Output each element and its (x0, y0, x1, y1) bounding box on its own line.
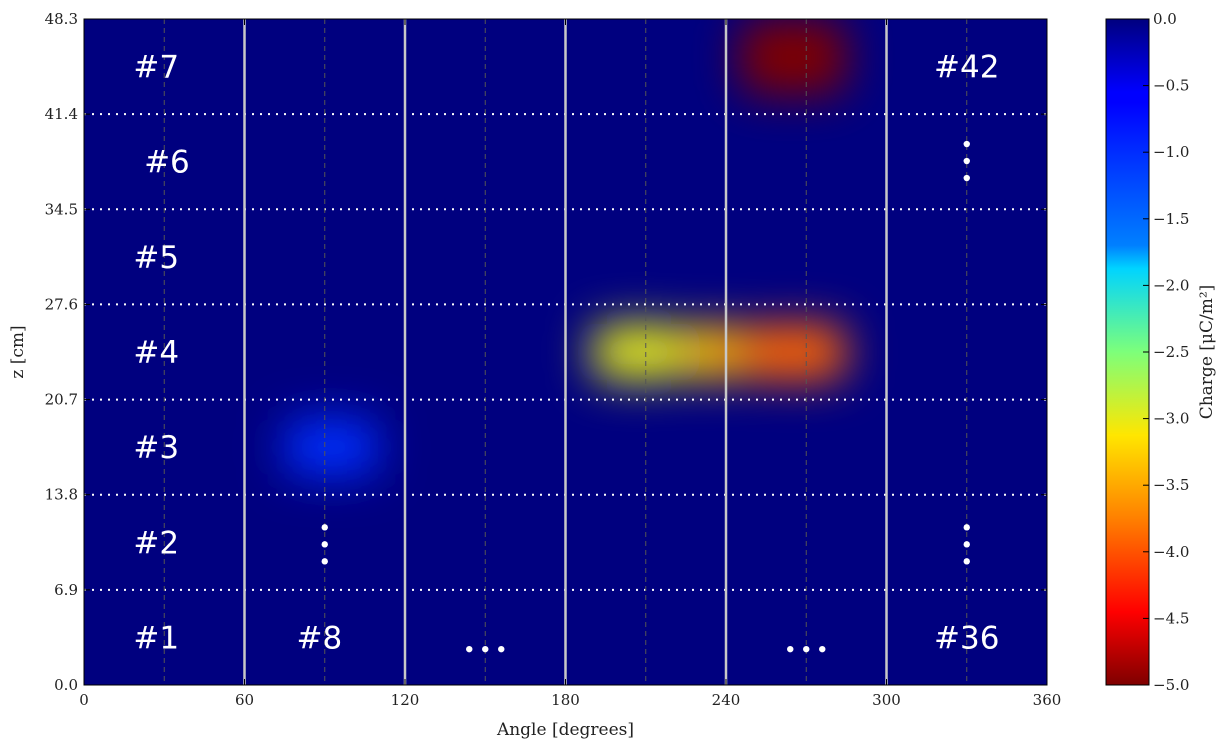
ellipsis-dot (963, 524, 970, 531)
cell-label: #2 (133, 525, 179, 561)
colorbar-tick-label: −2.5 (1153, 343, 1189, 361)
cell-label: #8 (297, 620, 343, 656)
colorbar-tick-label: −3.5 (1153, 476, 1189, 494)
ellipsis-dot (963, 541, 970, 548)
x-tick-label: 180 (551, 691, 580, 709)
ellipsis-marker (963, 524, 970, 565)
ellipsis-dot (466, 645, 473, 653)
sector-boundaries (243, 19, 888, 685)
colorbar-tick-label: −2.0 (1153, 276, 1189, 294)
ellipsis-marker (787, 645, 826, 653)
x-tick-label: 300 (872, 691, 901, 709)
x-tick-label: 0 (79, 691, 89, 709)
heat-region (739, 323, 847, 381)
y-tick-label: 48.3 (45, 10, 78, 28)
x-axis: 0 60 120 180 240 300 360 (79, 19, 1061, 709)
x-tick-label: 120 (391, 691, 420, 709)
ellipsis-dot (321, 541, 328, 548)
cell-label: #7 (133, 50, 179, 86)
y-tick-label: 27.6 (45, 295, 78, 313)
x-tick-label: 360 (1033, 691, 1062, 709)
colorbar-tick-label: −3.0 (1153, 410, 1189, 428)
x-tick-label: 60 (235, 691, 254, 709)
cell-label: #4 (133, 335, 179, 371)
ellipsis-dot (963, 558, 970, 565)
cell-label: #42 (934, 50, 999, 86)
y-axis-title: z [cm] (8, 325, 28, 378)
ellipsis-dot (482, 645, 489, 653)
y-tick-label: 13.8 (45, 486, 78, 504)
ellipsis-dot (787, 645, 794, 653)
heat-region (739, 19, 847, 95)
ellipsis-dot (963, 140, 970, 148)
colorbar-title: Charge [μC/m²] (1197, 285, 1217, 420)
cell-labels: #1 #2 #3 #4 #5 #6 #7 #8 #36 #42 (133, 50, 999, 657)
colorbar-tick-label: −4.0 (1153, 543, 1189, 561)
ellipsis-dot (321, 558, 328, 565)
ellipsis-marker (963, 140, 970, 182)
colorbar-ticks: 0.0 −0.5 −1.0 −1.5 −2.0 −2.5 −3.0 −3.5 −4.0 −4.5 −… (1143, 10, 1189, 694)
x-tick-label: 240 (712, 691, 741, 709)
colorbar-tick-label: −1.0 (1153, 143, 1189, 161)
cell-label: #5 (133, 240, 179, 276)
ellipsis-markers (321, 140, 970, 653)
y-tick-label: 41.4 (45, 105, 78, 123)
y-tick-label: 0.0 (54, 676, 78, 694)
ellipsis-marker (321, 524, 328, 565)
heat-region (685, 323, 740, 381)
colorbar-tick-label: −1.5 (1153, 210, 1189, 228)
ellipsis-dot (963, 174, 970, 182)
y-axis: 0.0 6.9 13.8 20.7 27.6 34.5 41.4 48.3 (45, 10, 1047, 694)
cell-label: #1 (133, 620, 179, 656)
heat-region (592, 323, 686, 381)
ellipsis-dot (498, 645, 505, 653)
ellipsis-dot (803, 645, 810, 653)
ellipsis-marker (466, 645, 505, 653)
ellipsis-dot (819, 645, 826, 653)
heatmap-regions (284, 19, 847, 476)
y-tick-label: 34.5 (45, 200, 78, 218)
colorbar-tick-label: 0.0 (1153, 10, 1177, 28)
x-axis-title: Angle [degrees] (496, 720, 634, 740)
cell-label: #36 (934, 620, 999, 656)
ellipsis-dot (321, 524, 328, 531)
ellipsis-dot (963, 157, 970, 165)
colorbar (1105, 18, 1150, 686)
heat-region (284, 418, 379, 476)
colorbar-tick-label: −4.5 (1153, 609, 1189, 627)
colorbar-tick-label: −0.5 (1153, 77, 1189, 95)
colorbar-tick-label: −5.0 (1153, 676, 1189, 694)
cell-label: #3 (133, 430, 179, 466)
y-tick-label: 20.7 (45, 391, 78, 409)
cell-label: #6 (144, 145, 190, 181)
y-tick-label: 6.9 (54, 581, 78, 599)
